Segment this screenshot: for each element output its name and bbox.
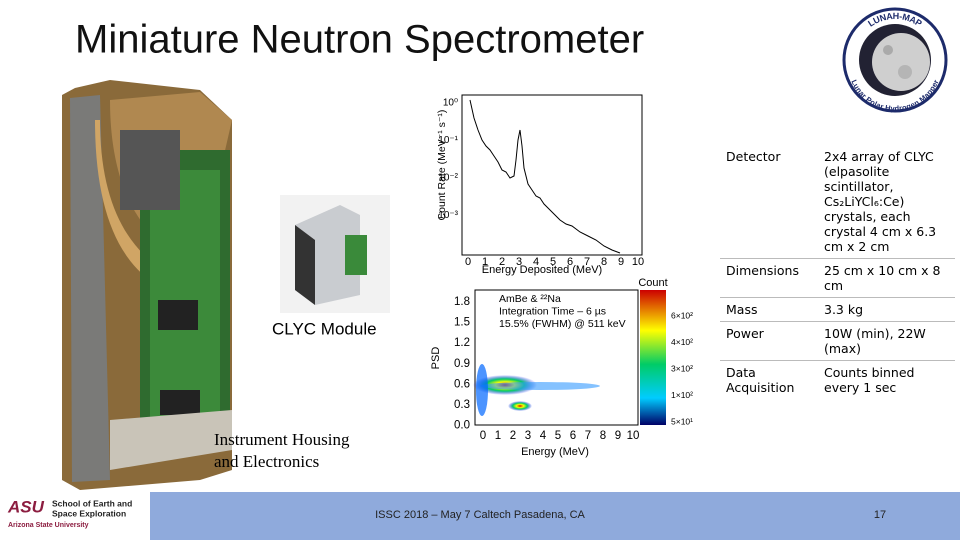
plot-annotation: 15.5% (FWHM) @ 511 keV <box>499 318 626 330</box>
table-row: Mass 3.3 kg <box>720 298 955 322</box>
x-tick-label: 7 <box>584 256 590 268</box>
x-tick-label: 5 <box>550 256 556 268</box>
y-tick-label: 10⁻¹ <box>438 135 458 146</box>
plot-annotation: Integration Time – 6 µs <box>499 305 606 317</box>
y-tick-label: 1.5 <box>454 317 470 329</box>
psd-x-label: Energy (MeV) <box>521 446 589 458</box>
colorbar-tick-label: 5×10¹ <box>671 416 693 426</box>
psd-y-label: PSD <box>430 347 442 370</box>
spec-value: 10W (min), 22W (max) <box>824 326 926 356</box>
module-caption: CLYC Module <box>272 319 377 338</box>
x-tick-label: 3 <box>525 430 531 442</box>
colorbar-tick-label: 4×10² <box>671 337 693 347</box>
colorbar-title: Count <box>638 277 667 289</box>
spec-value: 3.3 kg <box>824 302 864 317</box>
university-name: Arizona State University <box>8 522 89 529</box>
spec-table: Detector 2x4 array of CLYC (elpasolite sc… <box>720 145 955 399</box>
x-tick-label: 9 <box>615 430 621 442</box>
spec-key: Power <box>726 326 764 341</box>
y-tick-label: 10⁻² <box>438 173 458 184</box>
spec-key: Data Acquisition <box>726 365 795 395</box>
spectrum-plot: Count Rate (MeV⁻¹ s⁻¹) Energy Deposited … <box>436 94 644 276</box>
table-row: Data Acquisition Counts binned every 1 se… <box>720 361 955 399</box>
mission-logo: LUNAH-MAP Lunar Polar Hydrogen Mapper <box>842 7 948 113</box>
asu-logo: ASU <box>7 497 45 516</box>
y-tick-label: 10⁰ <box>443 98 458 109</box>
x-tick-label: 1 <box>495 430 501 442</box>
y-tick-label: 0.9 <box>454 358 470 370</box>
colorbar-tick-label: 1×10² <box>671 390 693 400</box>
x-tick-label: 4 <box>540 430 547 442</box>
spec-key: Dimensions <box>726 263 799 278</box>
housing-caption: Instrument Housing <box>214 430 350 449</box>
x-tick-label: 8 <box>601 256 607 268</box>
x-tick-label: 6 <box>567 256 573 268</box>
footer-band <box>0 492 960 540</box>
x-tick-label: 0 <box>480 430 486 442</box>
table-row: Power 10W (min), 22W (max) <box>720 322 955 361</box>
spectrum-y-label: Count Rate (MeV⁻¹ s⁻¹) <box>436 110 448 221</box>
spec-key: Detector <box>726 149 781 164</box>
table-row: Dimensions 25 cm x 10 cm x 8 cm <box>720 259 955 298</box>
y-tick-label: 1.2 <box>454 337 470 349</box>
event-text: ISSC 2018 – May 7 Caltech Pasadena, CA <box>375 509 585 521</box>
page-number: 17 <box>874 509 886 521</box>
y-tick-label: 10⁻³ <box>438 210 458 221</box>
clyc-module-image <box>280 195 390 313</box>
x-tick-label: 0 <box>465 256 471 268</box>
org-name: Space Exploration <box>52 508 126 518</box>
x-tick-label: 2 <box>499 256 505 268</box>
x-tick-label: 10 <box>632 256 644 268</box>
colorbar-tick-label: 6×10² <box>671 310 693 320</box>
x-tick-label: 9 <box>618 256 624 268</box>
table-row: Detector 2x4 array of CLYC (elpasolite sc… <box>720 145 955 259</box>
x-tick-label: 1 <box>482 256 488 268</box>
x-tick-label: 10 <box>627 430 640 442</box>
spec-value: Counts binned every 1 sec <box>824 365 915 395</box>
x-tick-label: 8 <box>600 430 606 442</box>
slide-title: Miniature Neutron Spectrometer <box>75 18 644 62</box>
y-tick-label: 0.3 <box>454 399 470 411</box>
spec-key: Mass <box>726 302 758 317</box>
x-tick-label: 3 <box>516 256 522 268</box>
x-tick-label: 4 <box>533 256 539 268</box>
x-tick-label: 6 <box>570 430 576 442</box>
colorbar-tick-label: 3×10² <box>671 363 693 373</box>
y-tick-label: 0.6 <box>454 378 470 390</box>
org-name: School of Earth and <box>52 498 132 508</box>
x-tick-label: 7 <box>585 430 591 442</box>
spec-value: 25 cm x 10 cm x 8 cm <box>824 263 941 293</box>
spectrum-x-label: Energy Deposited (MeV) <box>482 264 602 276</box>
footer-logo-area <box>0 492 150 540</box>
y-tick-label: 1.8 <box>454 296 470 308</box>
psd-plot: PSD Energy (MeV) Count 0 1 2 3 4 5 6 7 8 9 10 1.8 1.… <box>430 277 693 458</box>
y-tick-label: 0.0 <box>454 420 470 432</box>
housing-caption: and Electronics <box>214 452 319 471</box>
instrument-image <box>62 80 232 490</box>
x-tick-label: 5 <box>555 430 561 442</box>
x-tick-label: 2 <box>510 430 516 442</box>
plot-annotation: AmBe & ²²Na <box>499 293 561 305</box>
spec-value: 2x4 array of CLYC (elpasolite scintillat… <box>824 149 937 254</box>
